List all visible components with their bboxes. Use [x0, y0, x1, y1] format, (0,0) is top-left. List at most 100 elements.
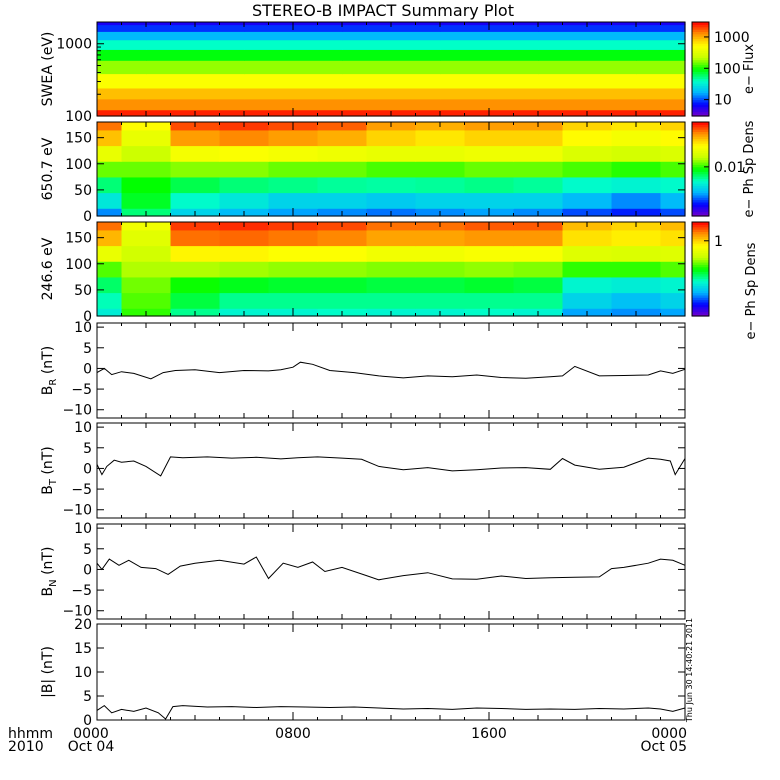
pad246-colorbar-segment — [692, 238, 709, 242]
pad650-colorbar-segment — [692, 133, 709, 137]
pad650-heatmap-cell — [611, 161, 662, 178]
swea-colorbar-segment — [692, 66, 709, 70]
pad246-heatmap-cell — [97, 276, 123, 294]
pad246-heatmap-cell — [415, 292, 466, 309]
pad246-colorbar-segment — [692, 278, 709, 282]
br-ylabel-subscript: R — [48, 379, 59, 386]
time-tick-label: 1600 — [471, 726, 507, 742]
pad246-heatmap-cell — [121, 261, 172, 278]
pad650-heatmap-cell — [366, 192, 417, 209]
pad246-colorbar-segment — [692, 224, 709, 228]
pad246-heatmap-cell — [219, 245, 270, 262]
pad246-colorbar-segment — [692, 285, 709, 289]
swea-heatmap-cell — [244, 87, 343, 100]
swea-heatmap-cell — [342, 87, 441, 100]
pad246-heatmap-cell — [121, 276, 172, 294]
pad650-heatmap-cell — [219, 129, 270, 147]
pad650-colorbar-segment — [692, 180, 709, 184]
swea-colorbar-segment — [692, 83, 709, 87]
pad246-heatmap-cell — [415, 261, 466, 278]
pad650-heatmap-cell — [366, 161, 417, 178]
swea-heatmap-cell — [440, 49, 539, 61]
swea-colorbar-tick-label: 1000 — [714, 30, 750, 46]
pad650-heatmap-cell — [562, 145, 613, 162]
bn-axes-frame — [96, 523, 686, 620]
pad650-heatmap-cell — [562, 192, 613, 209]
pad650-heatmap-cell — [170, 161, 221, 178]
pad246-heatmap-cell — [268, 245, 319, 262]
pad650-heatmap-cell — [170, 145, 221, 162]
pad246-heatmap-cell — [562, 276, 613, 294]
swea-colorbar-segment — [692, 31, 709, 35]
swea-colorbar-segment — [692, 108, 709, 112]
pad650-heatmap-cell — [464, 161, 515, 178]
swea-colorbar-segment — [692, 97, 709, 101]
pad246-colorbar-segment — [692, 231, 709, 235]
pad650-colorbar-segment — [692, 173, 709, 177]
pad246-colorbar-segment — [692, 311, 709, 315]
pad246-heatmap-cell — [464, 245, 515, 262]
pad650-heatmap-cell — [97, 145, 123, 162]
pad650-heatmap-cell — [366, 145, 417, 162]
pad246-heatmap-cell — [562, 245, 613, 262]
pad650-colorbar-segment — [692, 201, 709, 205]
pad246-colorbar-segment — [692, 273, 709, 277]
pad246-heatmap-cell — [268, 229, 319, 247]
pad650-heatmap-cell — [464, 129, 515, 147]
swea-heatmap-cell — [538, 24, 637, 32]
swea-heatmap-cell — [440, 39, 539, 50]
panel-br: −10 −5 0 5 10 BR (nT) — [40, 320, 686, 419]
pad650-heatmap-cell — [660, 192, 686, 209]
pad650-heatmap-cell — [513, 192, 564, 209]
pad246-heatmap-cell — [170, 276, 221, 294]
swea-colorbar-segment — [692, 26, 709, 30]
swea-heatmap-cell — [342, 39, 441, 50]
swea-heatmap-cell — [146, 87, 245, 100]
swea-colorbar-tick-label: 100 — [714, 61, 741, 77]
pad246-heatmap-cell — [366, 276, 417, 294]
pad650-heatmap-cell — [660, 122, 686, 131]
pad246-heatmap-cell — [97, 222, 123, 231]
pad246-heatmap-cell — [97, 229, 123, 247]
pad246-heatmap-cell — [317, 276, 368, 294]
pad650-colorbar-segment — [692, 194, 709, 198]
bt-ytick-label: 5 — [83, 441, 92, 457]
swea-heatmap-cell — [538, 60, 637, 75]
pad650-colorbar-label: e− Ph Sp Dens — [742, 120, 757, 217]
pad246-heatmap-cell — [121, 229, 172, 247]
pad650-colorbar-segment — [692, 166, 709, 170]
pad650-colorbar-segment — [692, 159, 709, 163]
swea-heatmap-cell — [342, 73, 441, 89]
pad650-heatmap-cell — [366, 129, 417, 147]
pad650-heatmap-cell — [97, 192, 123, 209]
pad246-colorbar-segment — [692, 236, 709, 240]
bt-axes-frame — [96, 422, 686, 519]
swea-colorbar-segment — [692, 61, 709, 65]
swea-heatmap-cell — [538, 39, 637, 50]
swea-colorbar-segment — [692, 69, 709, 72]
pad246-colorbar-segment — [692, 283, 709, 287]
pad650-colorbar-segment — [692, 150, 709, 154]
pad650-colorbar-segment — [692, 131, 709, 135]
swea-heatmap-cell — [440, 73, 539, 89]
pad650-colorbar-segment — [692, 206, 709, 210]
pad650-colorbar-segment — [692, 192, 709, 196]
swea-heatmap-cell — [97, 31, 147, 41]
pad650-ytick-label: 150 — [65, 131, 92, 147]
swea-heatmap-cell — [636, 73, 686, 89]
pad246-colorbar-label: e− Ph Sp Dens — [744, 242, 759, 339]
pad246-heatmap-cell — [97, 308, 123, 317]
pad650-colorbar-frame — [691, 121, 710, 217]
pad650-heatmap-cell — [121, 145, 172, 162]
swea-heatmap-cell — [244, 39, 343, 50]
swea-ylabel: SWEA (eV) — [40, 32, 56, 107]
pad246-heatmap-cell — [268, 276, 319, 294]
swea-colorbar-segment — [692, 38, 709, 42]
swea-heatmap-cell — [342, 60, 441, 75]
pad246-colorbar-segment — [692, 229, 709, 232]
swea-heatmap-cell — [146, 60, 245, 75]
pad650-heatmap-cell — [415, 161, 466, 178]
pad650-colorbar-segment — [692, 213, 709, 217]
panel-bmag: 0 5 10 15 20 |B| (nT) — [40, 617, 686, 729]
pad246-heatmap-cell — [464, 261, 515, 278]
